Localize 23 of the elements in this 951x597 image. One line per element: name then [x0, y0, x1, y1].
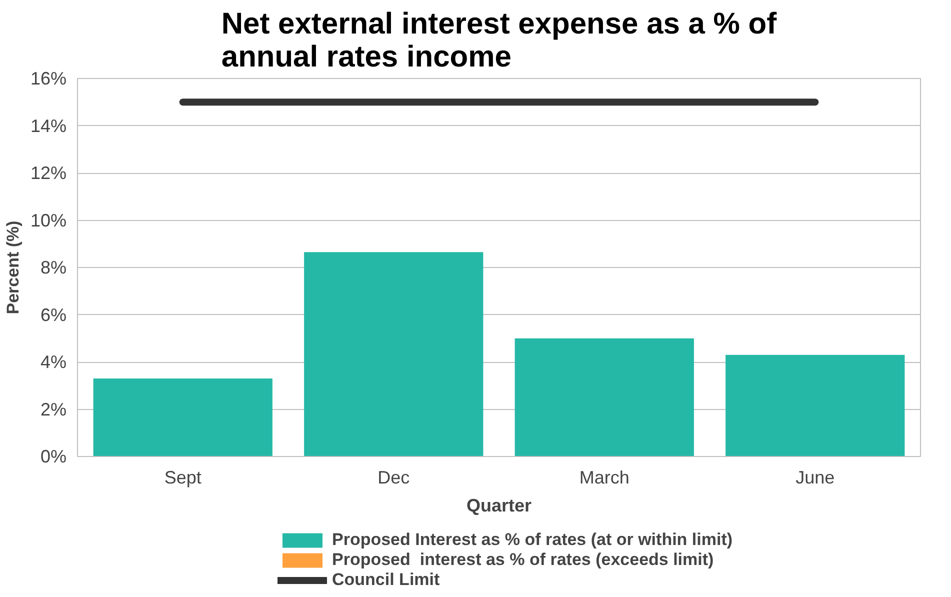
y-tick-label: 2%	[40, 399, 66, 420]
x-axis-title: Quarter	[466, 496, 532, 516]
y-tick-label: 12%	[30, 163, 67, 183]
chart-title: Net external interest expense as a % of annual rates income	[221, 8, 778, 74]
y-tick-label: 6%	[40, 304, 66, 325]
legend-label: Council Limit	[332, 570, 440, 590]
legend-label: Proposed interest as % of rates (exceeds limit)	[332, 550, 714, 570]
x-tick-label: March	[579, 468, 630, 488]
x-tick-label: Dec	[378, 468, 410, 488]
y-axis-title: Percent (%)	[3, 220, 22, 314]
x-tick-label: Sept	[164, 468, 202, 488]
y-tick-label: 4%	[40, 352, 66, 372]
bar	[514, 338, 694, 456]
bar	[93, 378, 272, 456]
y-tick-label: 14%	[30, 116, 67, 136]
y-tick-label: 0%	[40, 446, 66, 466]
legend-label: Proposed Interest as % of rates (at or within limit)	[332, 530, 733, 550]
y-tick-label: 16%	[30, 68, 67, 88]
bar	[726, 354, 905, 456]
y-tick-label: 8%	[40, 258, 66, 278]
bar	[304, 252, 484, 456]
x-tick-label: June	[796, 468, 835, 488]
y-tick-label: 10%	[30, 210, 67, 230]
